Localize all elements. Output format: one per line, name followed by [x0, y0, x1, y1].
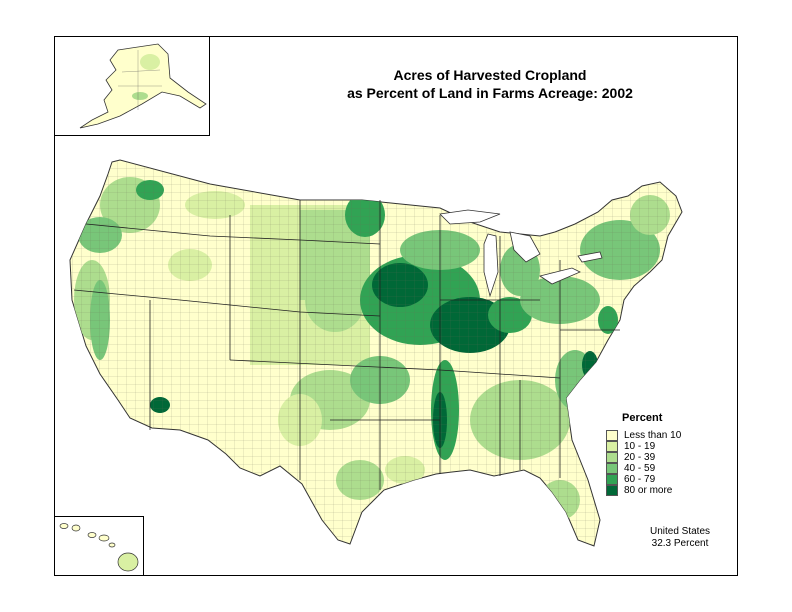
legend-label: 10 - 19 — [624, 441, 656, 452]
hawaii-inset-frame — [54, 516, 144, 576]
title-line-1: Acres of Harvested Cropland — [393, 67, 587, 83]
legend-item: 60 - 79 — [606, 474, 681, 485]
legend-item: 80 or more — [606, 485, 681, 496]
title-line-2: as Percent of Land in Farms Acreage: 200… — [347, 85, 633, 101]
alaska-inset — [79, 43, 207, 129]
legend-item: 20 - 39 — [606, 452, 681, 463]
summary-region: United States — [649, 526, 711, 537]
legend-label: Less than 10 — [624, 430, 682, 441]
legend-label: 40 - 59 — [624, 463, 656, 474]
legend-label: 60 - 79 — [624, 474, 656, 485]
map-title: Acres of Harvested Cropland as Percent o… — [300, 66, 680, 102]
summary-value: 32.3 Percent — [651, 538, 709, 549]
legend-label: 80 or more — [624, 485, 673, 496]
great-lakes — [439, 209, 603, 298]
us-summary: United States 32.3 Percent — [620, 526, 740, 550]
legend-item: 10 - 19 — [606, 441, 681, 452]
legend-swatch — [606, 485, 618, 496]
alaska-inset-frame — [54, 36, 210, 136]
legend-swatch — [606, 441, 618, 452]
legend-swatch — [606, 452, 618, 463]
legend-swatch — [606, 474, 618, 485]
contiguous-us — [69, 159, 683, 547]
legend-swatch — [606, 430, 618, 441]
legend-label: 20 - 39 — [624, 452, 656, 463]
state-boundaries — [73, 200, 620, 490]
legend-item: 40 - 59 — [606, 463, 681, 474]
hawaii-inset — [59, 523, 139, 572]
legend: Percent Less than 10 10 - 19 20 - 39 40 … — [606, 412, 681, 496]
legend-title: Percent — [622, 412, 663, 424]
legend-item: Less than 10 — [606, 430, 681, 441]
legend-swatch — [606, 463, 618, 474]
